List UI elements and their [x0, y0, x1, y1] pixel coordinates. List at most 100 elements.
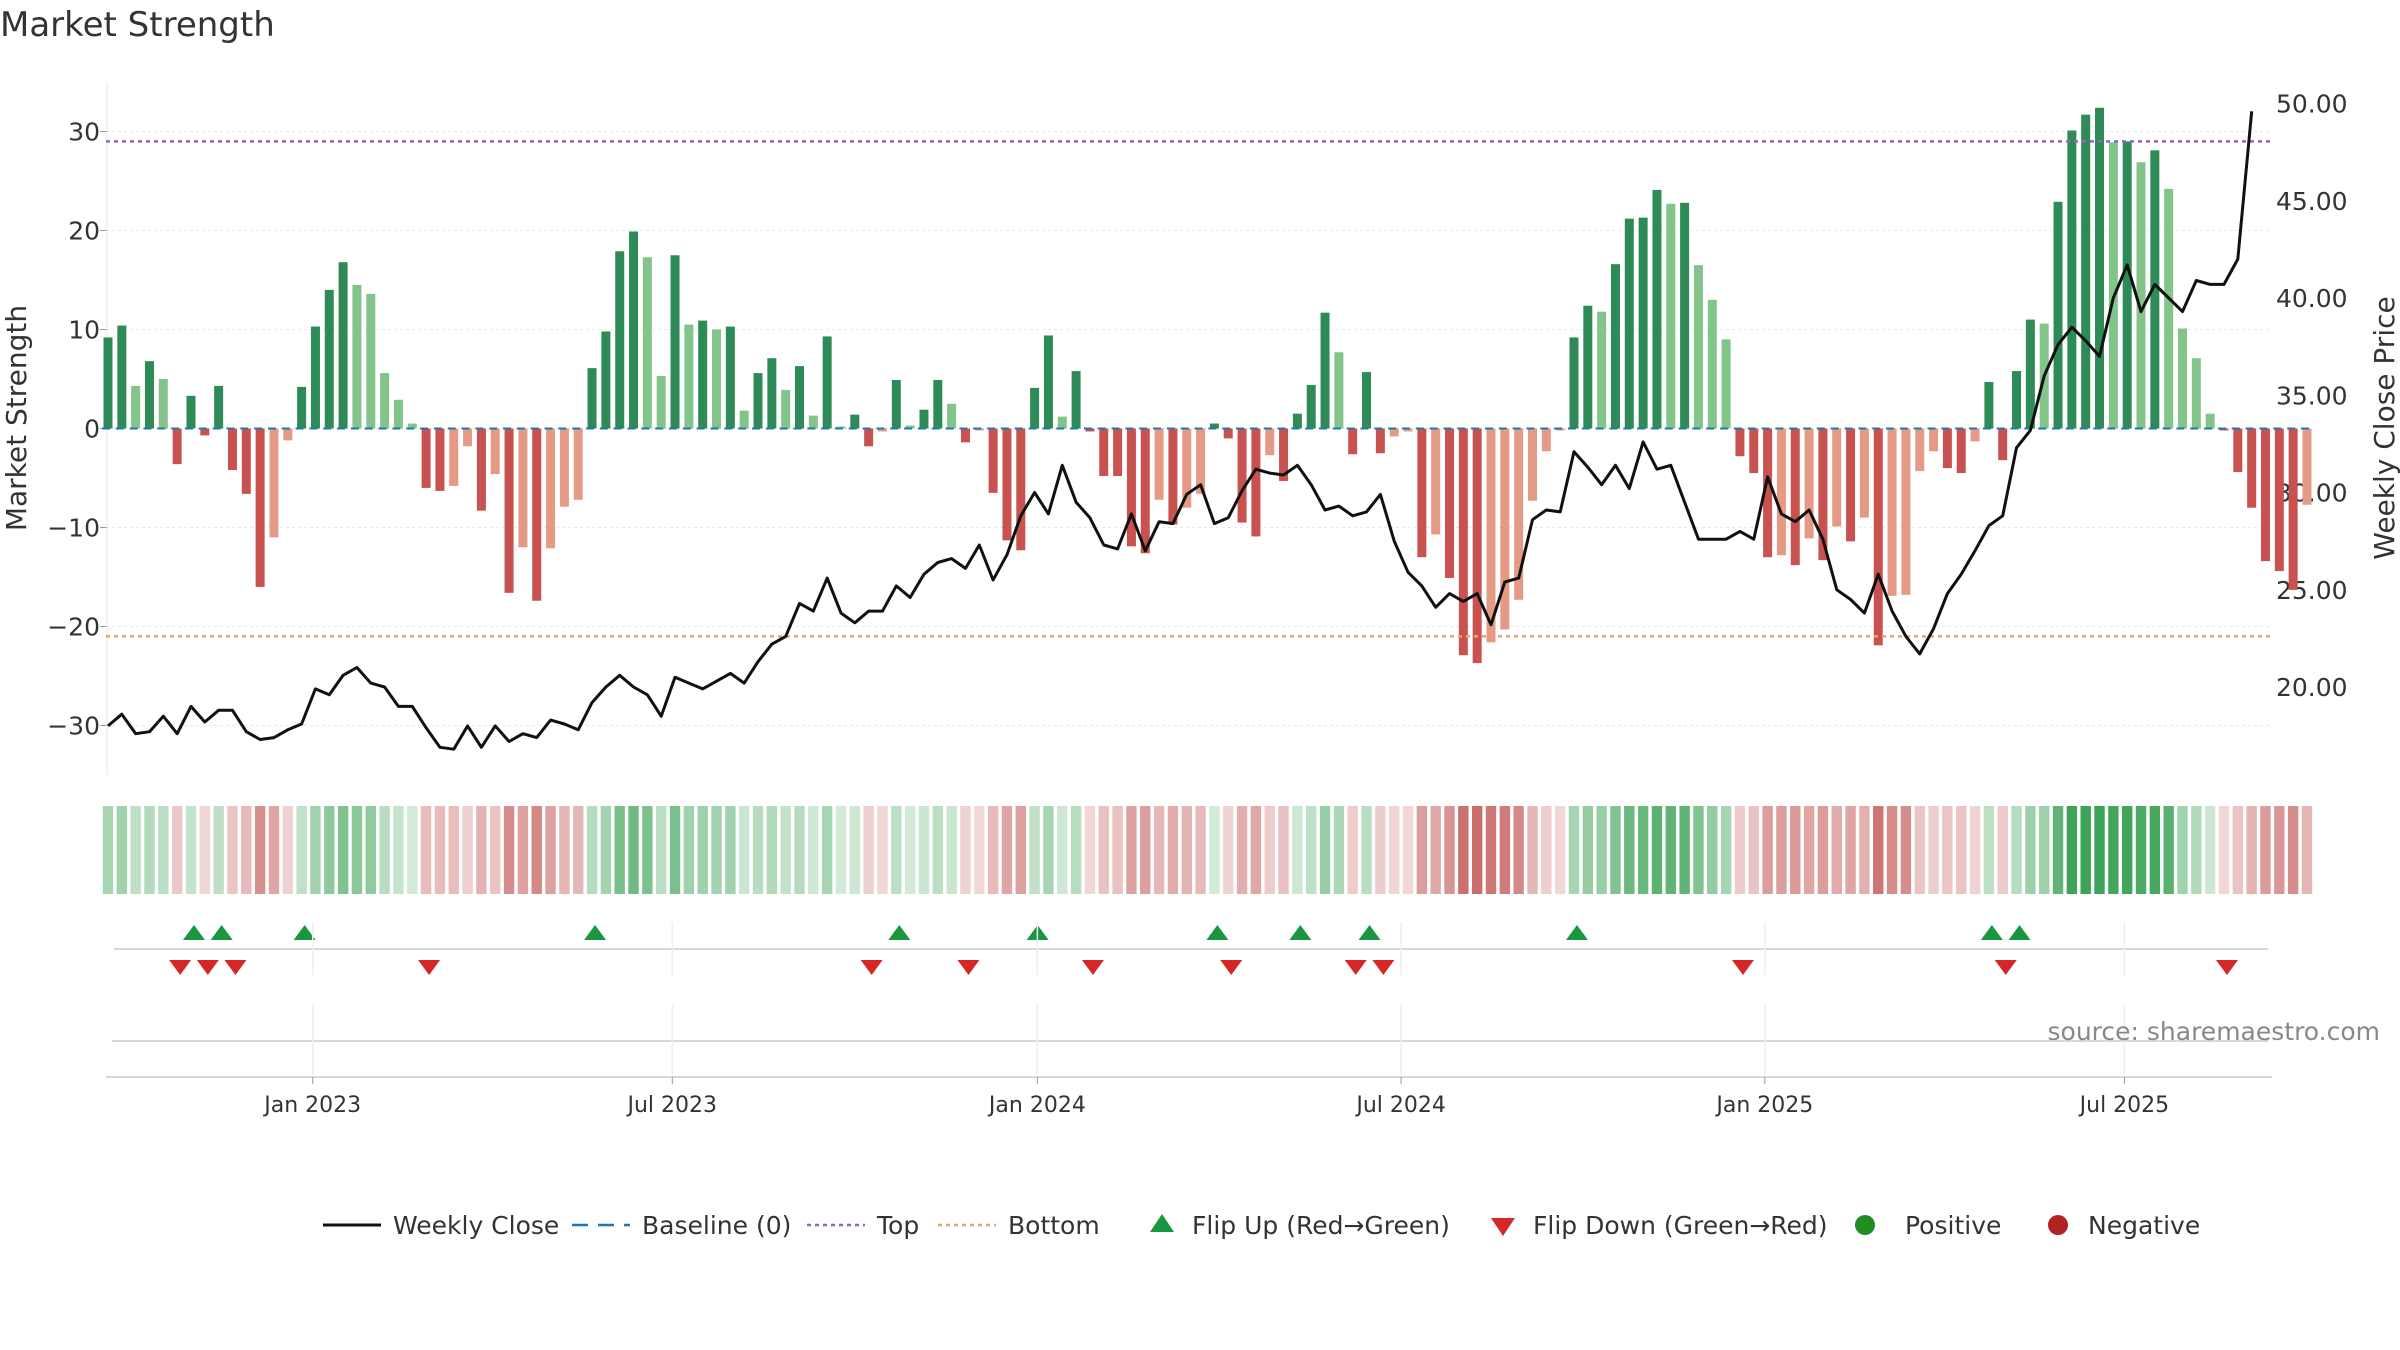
- strength-bar: [1362, 372, 1372, 429]
- strength-bar: [393, 399, 403, 429]
- strength-bar: [1735, 428, 1745, 457]
- strength-bar: [822, 336, 832, 429]
- heat-cell: [254, 806, 266, 894]
- heat-cell: [2287, 806, 2299, 894]
- strength-bar: [546, 428, 556, 549]
- heat-cell: [904, 806, 916, 894]
- heat-cell: [1264, 806, 1275, 894]
- heat-cell: [2163, 806, 2174, 894]
- heat-cell: [1057, 806, 1068, 894]
- flip-up-marker: [2008, 925, 2031, 940]
- strength-bar: [933, 379, 943, 429]
- heat-cell: [1043, 806, 1054, 894]
- strength-bar: [435, 428, 445, 491]
- strength-bar: [739, 410, 749, 429]
- strength-bar: [573, 428, 583, 500]
- strength-bar: [2288, 428, 2298, 590]
- strength-bar: [1998, 428, 2008, 461]
- heat-cell: [1499, 806, 1511, 894]
- heat-cell: [725, 806, 736, 894]
- heat-cell: [1513, 806, 1524, 894]
- strength-bar: [1514, 428, 1524, 600]
- strength-bar: [1929, 428, 1939, 452]
- heat-cell: [1624, 806, 1635, 894]
- strength-bar: [1776, 428, 1786, 556]
- strength-bar: [1320, 312, 1330, 429]
- heat-cell: [1485, 806, 1497, 894]
- strength-bar: [1721, 339, 1731, 429]
- strength-bar: [310, 326, 320, 429]
- strength-bar: [1638, 217, 1648, 429]
- heat-cell: [1236, 806, 1248, 894]
- strength-bar: [1859, 428, 1869, 518]
- heat-cell: [1900, 806, 1912, 894]
- flip-up-marker: [1289, 925, 1312, 940]
- strength-bar: [947, 403, 957, 429]
- heat-cell: [780, 806, 791, 894]
- heat-cell: [711, 806, 722, 894]
- strength-bar: [158, 379, 168, 429]
- strength-bar: [1030, 387, 1040, 429]
- left-tick-label: 30: [68, 118, 100, 147]
- heat-cell: [1458, 806, 1469, 894]
- flip-up-marker: [1206, 925, 1229, 940]
- x-tick-label: Jan 2024: [987, 1093, 1086, 1118]
- heat-cell: [1416, 806, 1428, 894]
- chart-title: Market Strength: [0, 5, 275, 45]
- heat-cell: [697, 806, 708, 894]
- heat-cell: [1250, 806, 1262, 894]
- strength-bar: [1168, 428, 1178, 525]
- strength-bar: [1846, 428, 1856, 542]
- strength-bar: [1016, 428, 1026, 551]
- strength-bar: [1154, 428, 1164, 500]
- right-tick-label: 30.00: [2276, 479, 2348, 508]
- heat-cell: [2204, 806, 2216, 894]
- strength-bar: [283, 428, 293, 441]
- strength-bar: [1984, 381, 1994, 429]
- heat-cell: [2121, 806, 2133, 894]
- strength-bar: [753, 373, 763, 429]
- heat-cell: [987, 806, 999, 894]
- heat-cell: [614, 806, 625, 894]
- strength-bar: [421, 428, 431, 488]
- heat-cell: [2025, 806, 2036, 894]
- heat-cell: [1444, 806, 1455, 894]
- right-tick-label: 45.00: [2276, 187, 2348, 216]
- strength-bar: [988, 428, 998, 493]
- strength-bar: [587, 368, 597, 429]
- strength-bar: [2095, 107, 2105, 429]
- strength-bar: [186, 395, 196, 429]
- strength-bar: [1389, 428, 1399, 437]
- strength-bar: [1901, 428, 1911, 595]
- strength-bar: [1403, 428, 1413, 432]
- flip-up-marker: [1565, 925, 1588, 940]
- strength-bar: [1707, 299, 1717, 429]
- legend-label: Positive: [1905, 1211, 2001, 1240]
- x-tick-label: Jan 2023: [262, 1093, 361, 1118]
- strength-bar: [2025, 319, 2035, 429]
- strength-bar: [1887, 428, 1897, 596]
- strength-bar: [1431, 428, 1441, 535]
- strength-bar: [670, 255, 680, 429]
- heat-cell: [1734, 806, 1746, 894]
- right-tick-label: 40.00: [2276, 284, 2348, 313]
- strength-bar: [366, 293, 376, 429]
- strength-bar: [850, 414, 860, 429]
- strength-bar: [698, 320, 708, 429]
- strength-bar: [864, 428, 874, 447]
- heat-cell: [1112, 806, 1123, 894]
- flip-up-marker: [182, 925, 205, 940]
- strength-bar: [1223, 428, 1233, 439]
- strength-bar: [1680, 202, 1690, 429]
- strength-bar: [1652, 189, 1662, 429]
- left-axis: 30 20 10 0 −10 −20 −30: [47, 82, 108, 775]
- strength-bar: [559, 428, 569, 507]
- heat-cell: [642, 806, 653, 894]
- heat-cell: [1278, 806, 1289, 894]
- strength-bar: [1597, 311, 1607, 429]
- heat-cell: [296, 806, 307, 894]
- heat-cell: [1292, 806, 1303, 894]
- strength-bar: [1182, 428, 1192, 508]
- flip-down-marker: [1731, 960, 1754, 975]
